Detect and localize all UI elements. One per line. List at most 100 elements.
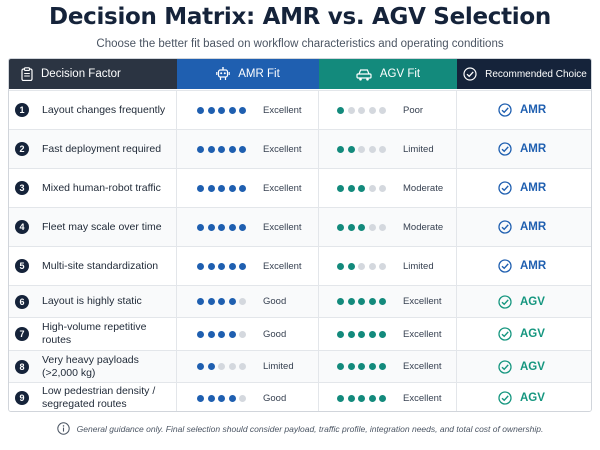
empty-dot xyxy=(239,394,246,402)
factor-text: Very heavy payloads (>2,000 kg) xyxy=(42,353,139,379)
header-agv-label: AGV Fit xyxy=(379,68,421,80)
filled-dot xyxy=(197,298,204,305)
factor-text: Multi-site standardization xyxy=(42,259,159,272)
filled-dot xyxy=(347,330,355,338)
filled-dot xyxy=(228,223,236,231)
recommended-label: AMR xyxy=(520,104,547,116)
check-circle-icon xyxy=(498,103,512,117)
recommended-cell: AGV xyxy=(457,383,591,411)
recommended-label: AMR xyxy=(520,221,547,233)
filled-dot xyxy=(368,330,376,338)
factor-text: Layout is highly static xyxy=(42,295,142,307)
filled-dot xyxy=(218,394,225,402)
filled-dot xyxy=(207,330,215,338)
agv-fit-cell: Limited xyxy=(319,130,457,168)
factor-cell: 6 Layout is highly static xyxy=(9,286,177,317)
factor-text: Mixed human-robot traffic xyxy=(42,181,161,194)
check-circle-icon xyxy=(498,391,512,405)
filled-dot xyxy=(358,394,365,402)
table-row: 5 Multi-site standardization Excellent Limi… xyxy=(9,246,591,285)
agv-fit-cell: Excellent xyxy=(319,318,457,350)
empty-dot xyxy=(368,223,376,231)
agv-rating-dots xyxy=(337,106,403,114)
row-number-badge: 3 xyxy=(15,181,29,195)
recommended-label: AGV xyxy=(520,295,545,308)
factor-cell: 8 Very heavy payloads (>2,000 kg) xyxy=(9,351,177,382)
amr-fit-cell: Good xyxy=(177,318,319,350)
agv-rating-label: Limited xyxy=(403,260,434,272)
amr-rating-dots xyxy=(197,145,263,153)
filled-dot xyxy=(207,145,215,153)
filled-dot xyxy=(218,223,225,231)
row-number-badge: 7 xyxy=(15,327,29,341)
recommended-cell: AGV xyxy=(457,318,591,350)
factor-text: High-volume repetitive routes xyxy=(42,321,147,346)
filled-dot xyxy=(228,394,236,402)
header-recommended-label: Recommended Choice xyxy=(485,68,587,80)
agv-rating-label: Excellent xyxy=(403,328,442,340)
filled-dot xyxy=(218,106,225,114)
factor-cell: 5 Multi-site standardization xyxy=(9,247,177,285)
filled-dot xyxy=(347,394,355,402)
filled-dot xyxy=(239,145,246,153)
empty-dot xyxy=(228,363,236,370)
amr-rating-dots xyxy=(197,262,263,270)
table-row: 8 Very heavy payloads (>2,000 kg) Limited E… xyxy=(9,350,591,382)
footer-text: General guidance only. Final selection s… xyxy=(76,423,544,434)
table-row: 2 Fast deployment required Excellent Limite… xyxy=(9,129,591,168)
agv-rating-label: Limited xyxy=(403,143,434,155)
footer-note: General guidance only. Final selection s… xyxy=(0,422,600,435)
filled-dot xyxy=(337,330,344,338)
amr-rating-dots xyxy=(197,363,263,370)
empty-dot xyxy=(368,145,376,153)
check-circle-icon xyxy=(498,220,512,234)
row-number-badge: 4 xyxy=(15,220,29,234)
amr-rating-label: Excellent xyxy=(263,104,302,116)
check-circle-icon xyxy=(498,259,512,273)
empty-dot xyxy=(368,262,376,270)
empty-dot xyxy=(379,106,386,114)
row-number-badge: 6 xyxy=(15,294,29,309)
agv-rating-label: Moderate xyxy=(403,182,444,194)
filled-dot xyxy=(207,184,215,192)
header-agv-fit: AGV Fit xyxy=(319,59,457,89)
recommended-label: AMR xyxy=(520,143,547,155)
row-number-badge: 5 xyxy=(15,259,29,273)
filled-dot xyxy=(228,298,236,305)
filled-dot xyxy=(207,262,215,270)
empty-dot xyxy=(239,363,246,370)
recommended-cell: AMR xyxy=(457,247,591,285)
amr-rating-label: Good xyxy=(263,392,287,404)
robot-icon xyxy=(216,67,231,80)
check-circle-icon xyxy=(498,327,512,341)
agv-rating-dots xyxy=(337,363,403,370)
filled-dot xyxy=(337,394,344,402)
filled-dot xyxy=(197,363,204,370)
filled-dot xyxy=(337,145,344,153)
empty-dot xyxy=(379,145,386,153)
filled-dot xyxy=(228,262,236,270)
filled-dot xyxy=(197,184,204,192)
agv-rating-dots xyxy=(337,394,403,402)
empty-dot xyxy=(379,223,386,231)
filled-dot xyxy=(337,298,344,305)
factor-cell: 1 Layout changes frequently xyxy=(9,91,177,129)
filled-dot xyxy=(218,184,225,192)
filled-dot xyxy=(337,106,344,114)
amr-fit-cell: Excellent xyxy=(177,91,319,129)
amr-rating-dots xyxy=(197,298,263,305)
filled-dot xyxy=(197,394,204,402)
amr-rating-label: Excellent xyxy=(263,260,302,272)
check-circle-icon xyxy=(498,181,512,195)
factor-cell: 3 Mixed human-robot traffic xyxy=(9,169,177,207)
filled-dot xyxy=(239,262,246,270)
filled-dot xyxy=(379,394,386,402)
table-row: 1 Layout changes frequently Excellent Poor A… xyxy=(9,90,591,129)
agv-rating-dots xyxy=(337,223,403,231)
agv-rating-dots xyxy=(337,145,403,153)
empty-dot xyxy=(358,106,365,114)
check-circle-icon xyxy=(498,142,512,156)
amr-rating-dots xyxy=(197,184,263,192)
empty-dot xyxy=(368,106,376,114)
filled-dot xyxy=(239,184,246,192)
